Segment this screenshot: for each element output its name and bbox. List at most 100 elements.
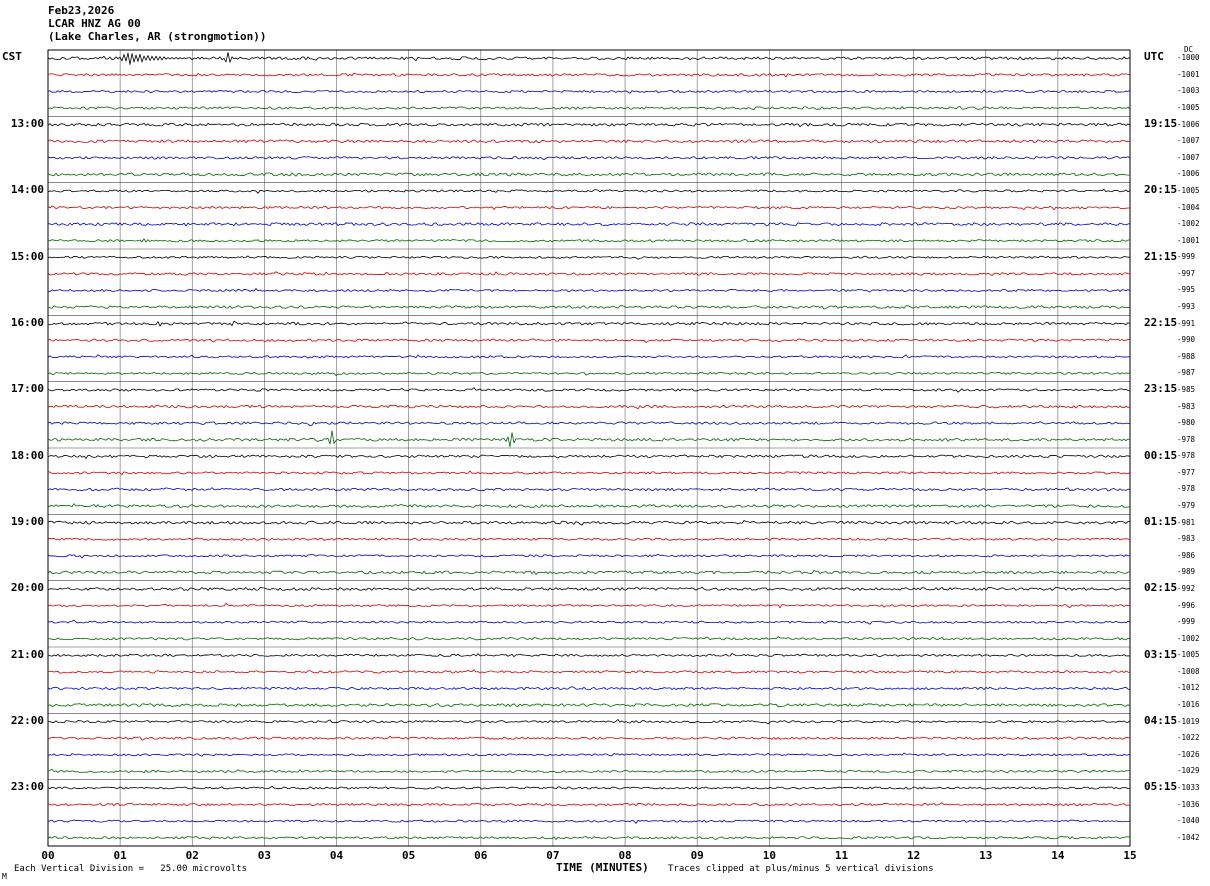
trace-row [47, 72, 1130, 78]
dc-value: -992 [1177, 583, 1196, 593]
x-tick-label: 14 [1051, 849, 1065, 862]
dc-value: -981 [1177, 517, 1196, 527]
dc-value: -977 [1177, 467, 1196, 477]
dc-value: -983 [1177, 534, 1196, 544]
x-tick-label: 11 [834, 849, 849, 862]
trace-row [47, 305, 1131, 310]
hour-label-utc: 21:15 [1144, 249, 1178, 263]
x-tick-label: 05 [402, 849, 416, 862]
trace-row [47, 421, 1131, 427]
x-tick-label: 03 [257, 849, 272, 862]
trace-row [47, 819, 1131, 824]
dc-value: -1002 [1177, 219, 1200, 229]
hour-label-cst: 18:00 [10, 448, 44, 462]
trace-row [47, 503, 1131, 508]
trace-row [47, 387, 1131, 393]
hour-label-cst: 14:00 [10, 183, 44, 197]
trace-row [47, 454, 1131, 459]
plot-border [47, 49, 1131, 847]
dc-value: -993 [1177, 302, 1196, 312]
dc-value: -988 [1177, 351, 1196, 361]
trace-row [47, 255, 1131, 260]
dc-value: -1040 [1177, 816, 1200, 826]
trace-row [47, 785, 1131, 790]
dc-value: -1006 [1177, 169, 1200, 179]
title-station: LCAR HNZ AG 00 [48, 17, 141, 30]
hour-label-utc: 22:15 [1144, 316, 1178, 330]
dc-value: -997 [1177, 268, 1196, 278]
trace-row [47, 602, 1131, 609]
dc-value: -1042 [1177, 832, 1200, 842]
dc-value: -1012 [1177, 683, 1200, 693]
dc-column-header: DC [1184, 45, 1194, 54]
trace-row [47, 835, 1131, 840]
dc-value: -1007 [1177, 152, 1200, 162]
dc-value: -987 [1177, 368, 1196, 378]
dc-value: -999 [1177, 617, 1196, 627]
dc-value: -1001 [1177, 69, 1200, 79]
dc-value: -978 [1177, 434, 1196, 444]
x-tick-label: 01 [113, 849, 127, 862]
dc-value: -978 [1177, 451, 1196, 461]
dc-value: -1001 [1177, 235, 1200, 245]
dc-value: -983 [1177, 401, 1196, 411]
trace-row [47, 89, 1131, 94]
trace-row [47, 470, 1131, 475]
dc-value: -1019 [1177, 716, 1200, 726]
trace-row [47, 653, 1131, 658]
dc-value: -978 [1177, 484, 1196, 494]
hour-label-cst: 21:00 [10, 647, 44, 661]
dc-value: -985 [1177, 384, 1196, 394]
trace-row [47, 354, 1131, 359]
hour-label-utc: 23:15 [1144, 382, 1178, 396]
dc-value: -1036 [1177, 799, 1200, 809]
dc-value: -1005 [1177, 103, 1200, 113]
trace-row [47, 105, 1131, 111]
trace-row [47, 619, 1131, 625]
trace-row [47, 686, 1131, 691]
hour-label-utc: 00:15 [1144, 448, 1178, 462]
x-tick-label: 08 [618, 849, 632, 862]
dc-value: -1026 [1177, 749, 1200, 759]
dc-value: -990 [1177, 335, 1196, 345]
hour-label-cst: 19:00 [10, 515, 44, 529]
trace-row [47, 520, 1131, 526]
trace-row [47, 188, 1131, 194]
trace-row [47, 430, 1131, 448]
trace-row [47, 404, 1131, 410]
trace-row [47, 487, 1131, 492]
hour-label-utc: 20:15 [1144, 183, 1178, 197]
x-tick-label: 04 [329, 849, 344, 862]
dc-value: -979 [1177, 501, 1196, 511]
trace-row [47, 338, 1131, 343]
trace-row [47, 238, 1131, 243]
trace-row [47, 288, 1131, 293]
scale-note: Each Vertical Division = 25.00 microvolt… [14, 864, 247, 874]
dc-value: -989 [1177, 567, 1196, 577]
x-tick-label: 02 [185, 849, 199, 862]
hour-label-cst: 16:00 [10, 316, 44, 330]
clip-note: Traces clipped at plus/minus 5 vertical … [668, 864, 934, 874]
dc-value: -1033 [1177, 782, 1200, 792]
dc-value: -986 [1177, 550, 1196, 560]
trace-row [47, 735, 1131, 741]
logo-mark: M [2, 872, 7, 881]
trace-row [47, 553, 1131, 559]
trace-row [47, 768, 1131, 774]
dc-value: -1008 [1177, 666, 1200, 676]
trace-row [47, 271, 1131, 276]
dc-value: -995 [1177, 285, 1196, 295]
hour-label-utc: 04:15 [1144, 714, 1178, 728]
trace-row [47, 719, 1131, 725]
hour-label-cst: 22:00 [10, 714, 44, 728]
dc-value: -980 [1177, 418, 1196, 428]
dc-value: -1007 [1177, 136, 1200, 146]
dc-value: -1006 [1177, 119, 1200, 129]
trace-row [47, 156, 1131, 161]
hour-label-cst: 15:00 [10, 249, 44, 263]
trace-row [47, 703, 1131, 707]
left-timezone-label: CST [2, 50, 22, 63]
dc-value: -1016 [1177, 700, 1200, 710]
